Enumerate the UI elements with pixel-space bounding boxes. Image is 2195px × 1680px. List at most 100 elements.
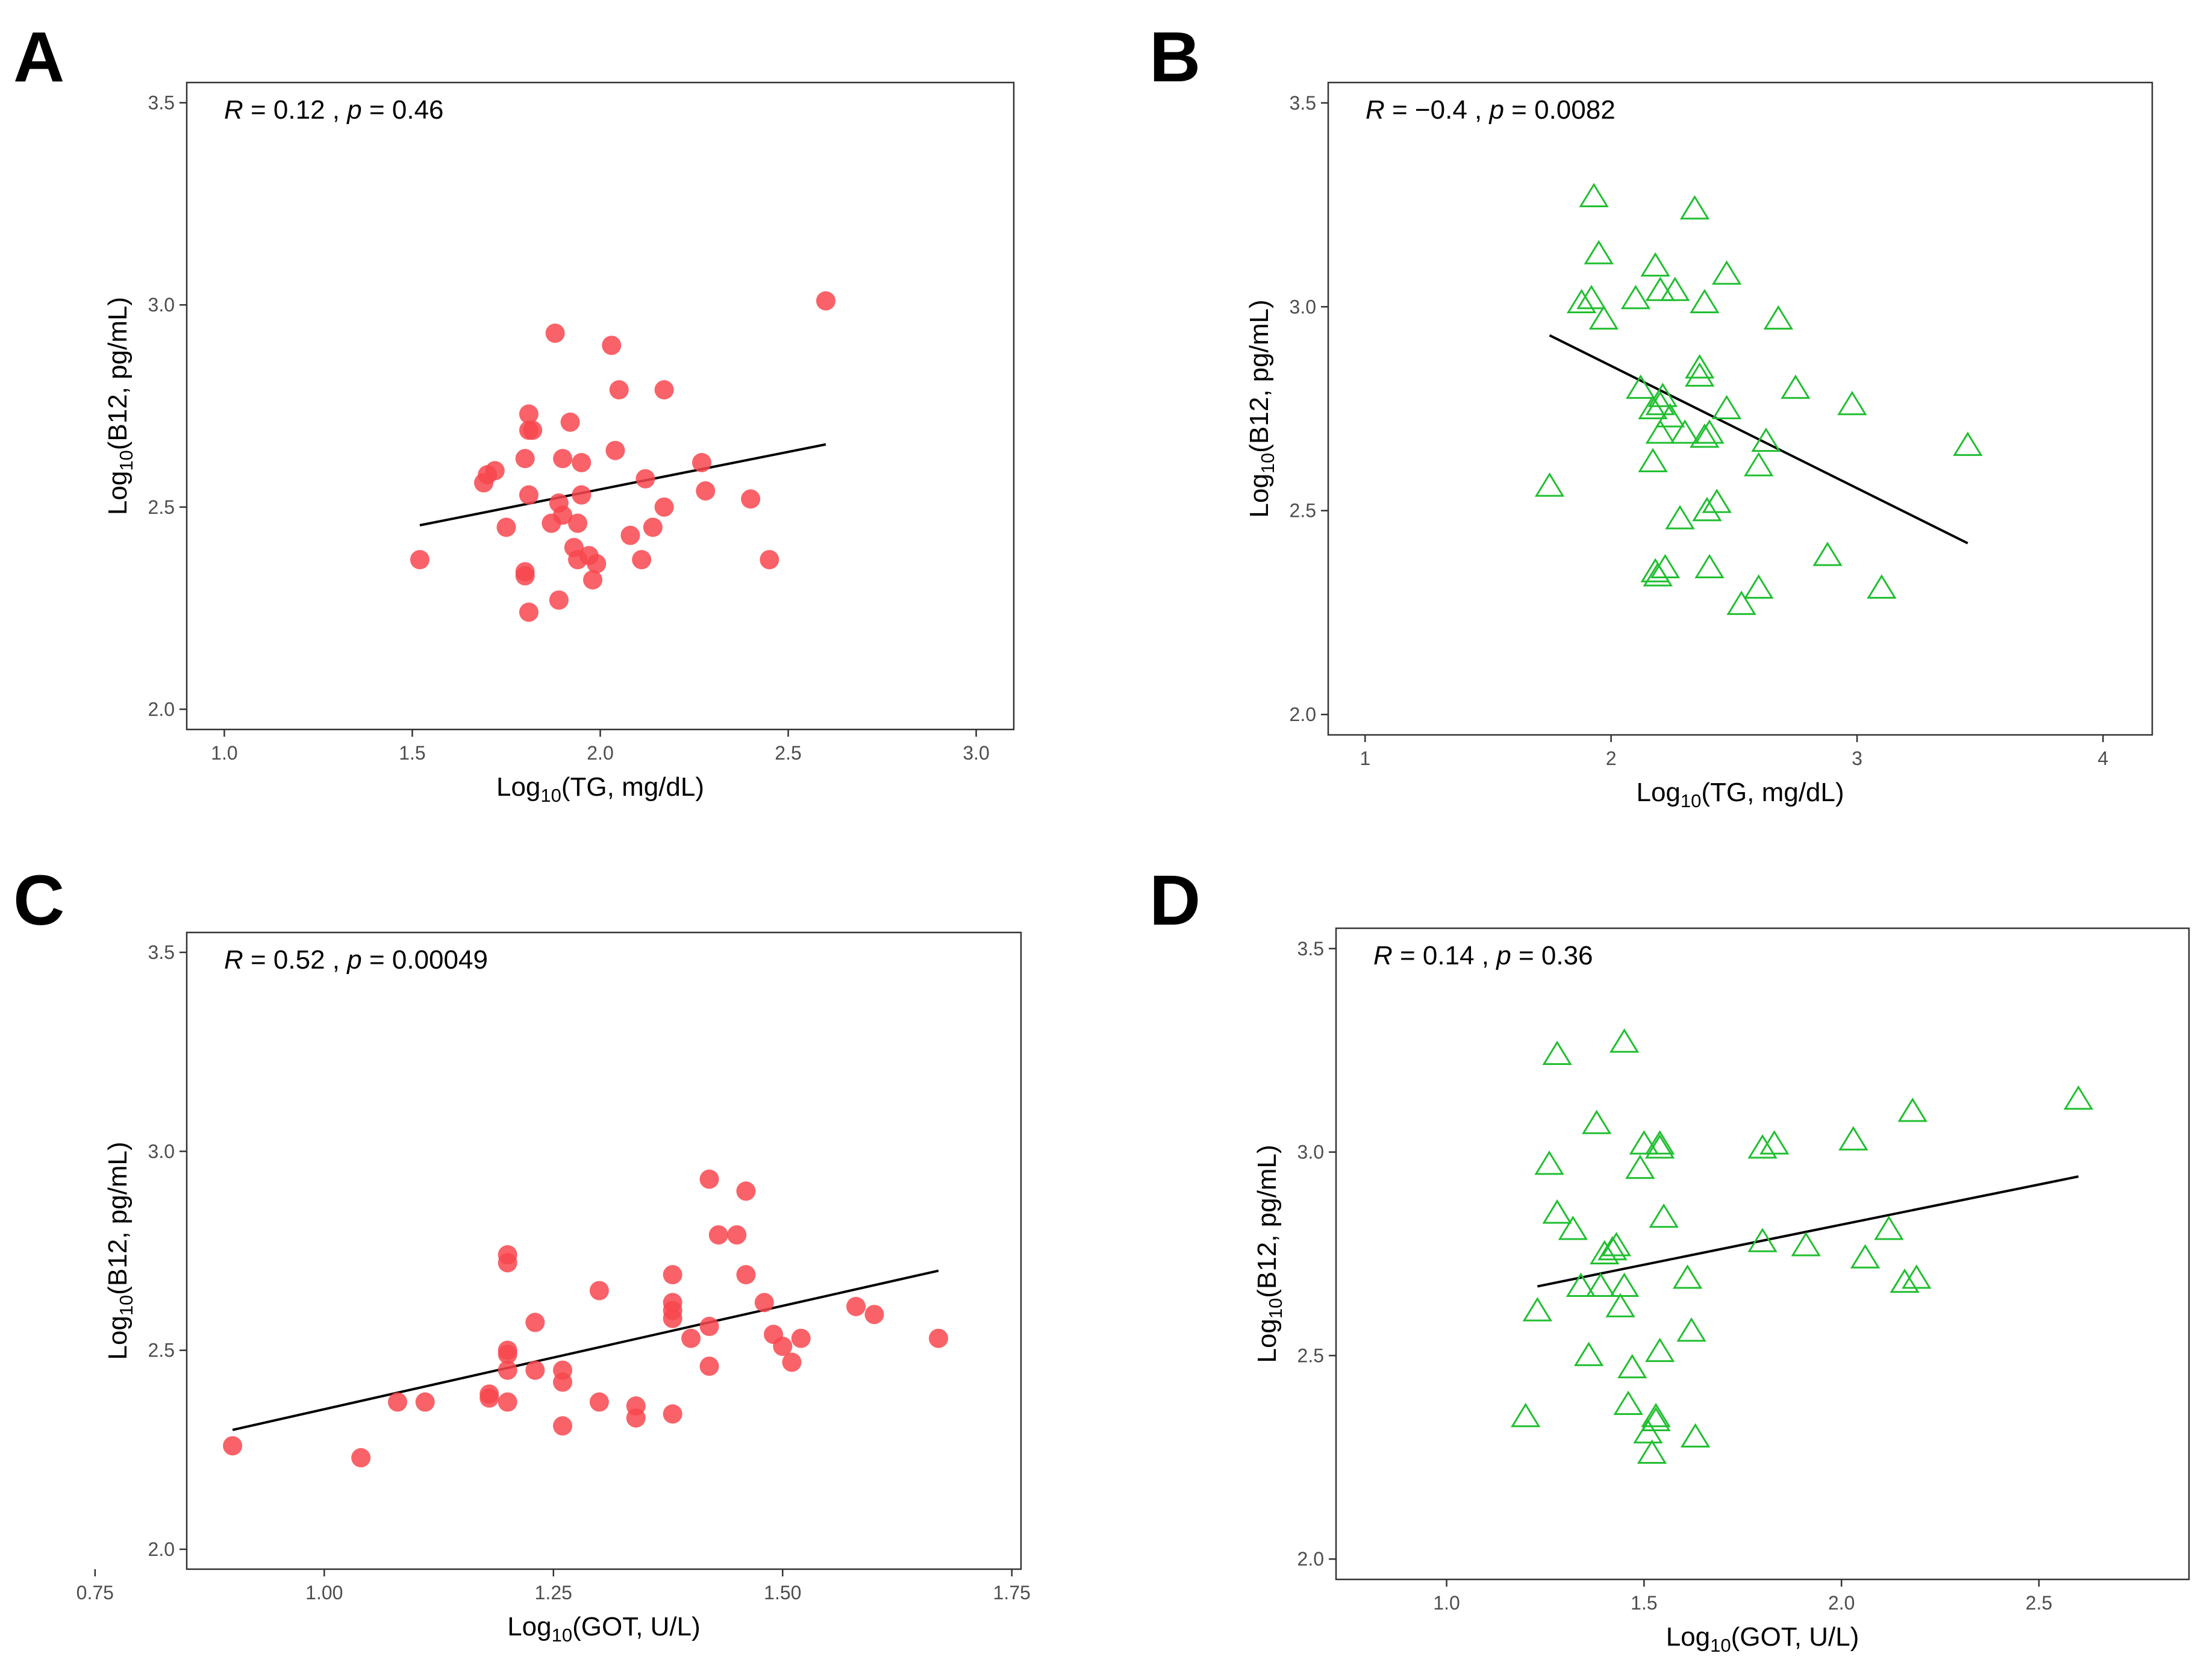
panel-letter: A bbox=[13, 17, 64, 97]
data-point bbox=[1534, 1150, 1564, 1175]
plot-frame bbox=[186, 81, 1015, 731]
data-point bbox=[692, 452, 712, 472]
data-point bbox=[1791, 1232, 1821, 1257]
y-tick-label: 2.5 bbox=[148, 1340, 175, 1361]
data-point bbox=[388, 1392, 408, 1412]
data-point bbox=[791, 1328, 811, 1348]
data-point bbox=[663, 1265, 682, 1285]
data-point bbox=[1850, 1244, 1881, 1269]
data-point bbox=[1644, 1134, 1675, 1159]
regression-line bbox=[1537, 1175, 2079, 1288]
data-point bbox=[589, 1281, 609, 1301]
x-tick-label: 1.0 bbox=[1433, 1592, 1460, 1614]
data-point bbox=[1690, 423, 1720, 448]
data-point bbox=[1867, 574, 1897, 599]
scatter-panel-a: A 1.0 1.5 2.0 2.5 3.0 2.0 2.5 3.0 3.5 Log10(TG, m… bbox=[13, 17, 1015, 806]
data-point bbox=[1579, 183, 1609, 208]
data-point bbox=[525, 1313, 545, 1332]
data-point bbox=[1672, 1264, 1703, 1289]
data-point bbox=[1670, 419, 1700, 444]
data-point bbox=[635, 469, 655, 489]
x-axis-title: Log10(GOT, U/L) bbox=[507, 1612, 701, 1646]
data-point bbox=[549, 590, 569, 610]
regression-line bbox=[419, 443, 826, 526]
data-point bbox=[1510, 1402, 1541, 1428]
x-tick-label: 2 bbox=[1606, 748, 1617, 769]
data-point bbox=[1601, 1232, 1632, 1257]
data-point bbox=[727, 1225, 747, 1245]
data-point bbox=[519, 602, 539, 622]
panel-letter: C bbox=[13, 861, 64, 940]
data-point bbox=[1590, 1240, 1620, 1264]
y-tick-label: 3.0 bbox=[1290, 296, 1316, 317]
y-tick-label: 3.5 bbox=[1290, 92, 1316, 114]
x-tick-label: 1.25 bbox=[535, 1582, 572, 1603]
data-point bbox=[1647, 383, 1678, 407]
x-tick-label: 2.5 bbox=[775, 742, 801, 764]
data-point bbox=[1645, 276, 1675, 301]
plot-frame bbox=[186, 931, 1022, 1570]
data-point bbox=[496, 517, 516, 537]
data-point bbox=[1694, 419, 1725, 444]
data-point bbox=[1585, 1272, 1616, 1297]
data-point bbox=[1644, 1130, 1675, 1155]
data-point bbox=[741, 489, 761, 509]
data-point bbox=[1676, 1317, 1706, 1342]
scatter-panel-c: C 0.75 1.00 1.25 1.50 1.75 2.0 2.5 3.0 3.5 Log10(… bbox=[13, 861, 1031, 1646]
data-point bbox=[1692, 496, 1722, 522]
data-point bbox=[1650, 554, 1681, 578]
y-tick-label: 3.0 bbox=[1297, 1141, 1324, 1163]
data-point bbox=[1837, 390, 1867, 416]
data-point bbox=[1645, 390, 1675, 416]
correlation-annotation: R = 0.52 , p = 0.00049 bbox=[224, 945, 488, 975]
data-point bbox=[929, 1328, 949, 1348]
data-point bbox=[654, 380, 674, 400]
x-tick-label: 1.5 bbox=[1631, 1592, 1657, 1614]
data-point bbox=[1638, 395, 1668, 419]
y-tick-label: 2.0 bbox=[1297, 1548, 1324, 1570]
data-point bbox=[1522, 1297, 1553, 1322]
data-point bbox=[663, 1308, 682, 1328]
data-point bbox=[498, 1344, 517, 1364]
data-point bbox=[1576, 284, 1606, 310]
data-point bbox=[1649, 1203, 1679, 1228]
data-point bbox=[620, 525, 640, 545]
data-point bbox=[846, 1296, 866, 1316]
y-axis-title: Log10(B12, pg/mL) bbox=[1244, 299, 1278, 517]
data-point bbox=[773, 1337, 793, 1357]
x-tick-label: 1.0 bbox=[211, 742, 237, 764]
y-axis-title: Log10(B12, pg/mL) bbox=[1252, 1144, 1286, 1363]
panel-letter: D bbox=[1149, 861, 1201, 940]
data-point bbox=[609, 380, 629, 400]
data-point bbox=[223, 1436, 243, 1456]
data-point bbox=[553, 505, 573, 525]
data-point bbox=[1625, 374, 1656, 399]
scatter-panel-d: D 1.0 1.5 2.0 2.5 2.0 2.5 3.0 3.5 Log10(GOT, U/L… bbox=[1149, 861, 2190, 1656]
data-point bbox=[1644, 1337, 1675, 1363]
plot-area: 1.0 1.5 2.0 2.5 2.0 2.5 3.0 3.5 Log10(GOT, U/L) L… bbox=[1252, 927, 2190, 1656]
data-point bbox=[1620, 284, 1651, 310]
data-point bbox=[1566, 289, 1597, 314]
data-point bbox=[864, 1305, 884, 1325]
data-point bbox=[1655, 403, 1685, 428]
data-point bbox=[479, 1388, 499, 1408]
x-tick-label: 2.5 bbox=[2026, 1592, 2052, 1614]
data-point bbox=[2063, 1085, 2094, 1110]
data-point bbox=[1625, 1154, 1655, 1179]
data-point bbox=[632, 550, 652, 570]
data-point bbox=[1581, 1110, 1612, 1134]
x-tick-label: 2.0 bbox=[587, 742, 613, 764]
data-point bbox=[410, 550, 429, 570]
data-point bbox=[1609, 1028, 1640, 1053]
y-axis-title: Log10(B12, pg/mL) bbox=[103, 297, 137, 515]
correlation-annotation: R = 0.14 , p = 0.36 bbox=[1373, 941, 1593, 970]
data-point bbox=[1542, 1040, 1572, 1065]
data-point bbox=[1680, 1423, 1711, 1448]
data-point bbox=[699, 1357, 719, 1376]
x-axis-title: Log10(TG, mg/dL) bbox=[496, 772, 704, 806]
data-point bbox=[1953, 431, 1983, 456]
data-point bbox=[589, 1392, 609, 1412]
data-point bbox=[498, 1253, 517, 1273]
data-point bbox=[1684, 354, 1715, 379]
data-point bbox=[1747, 1228, 1778, 1252]
